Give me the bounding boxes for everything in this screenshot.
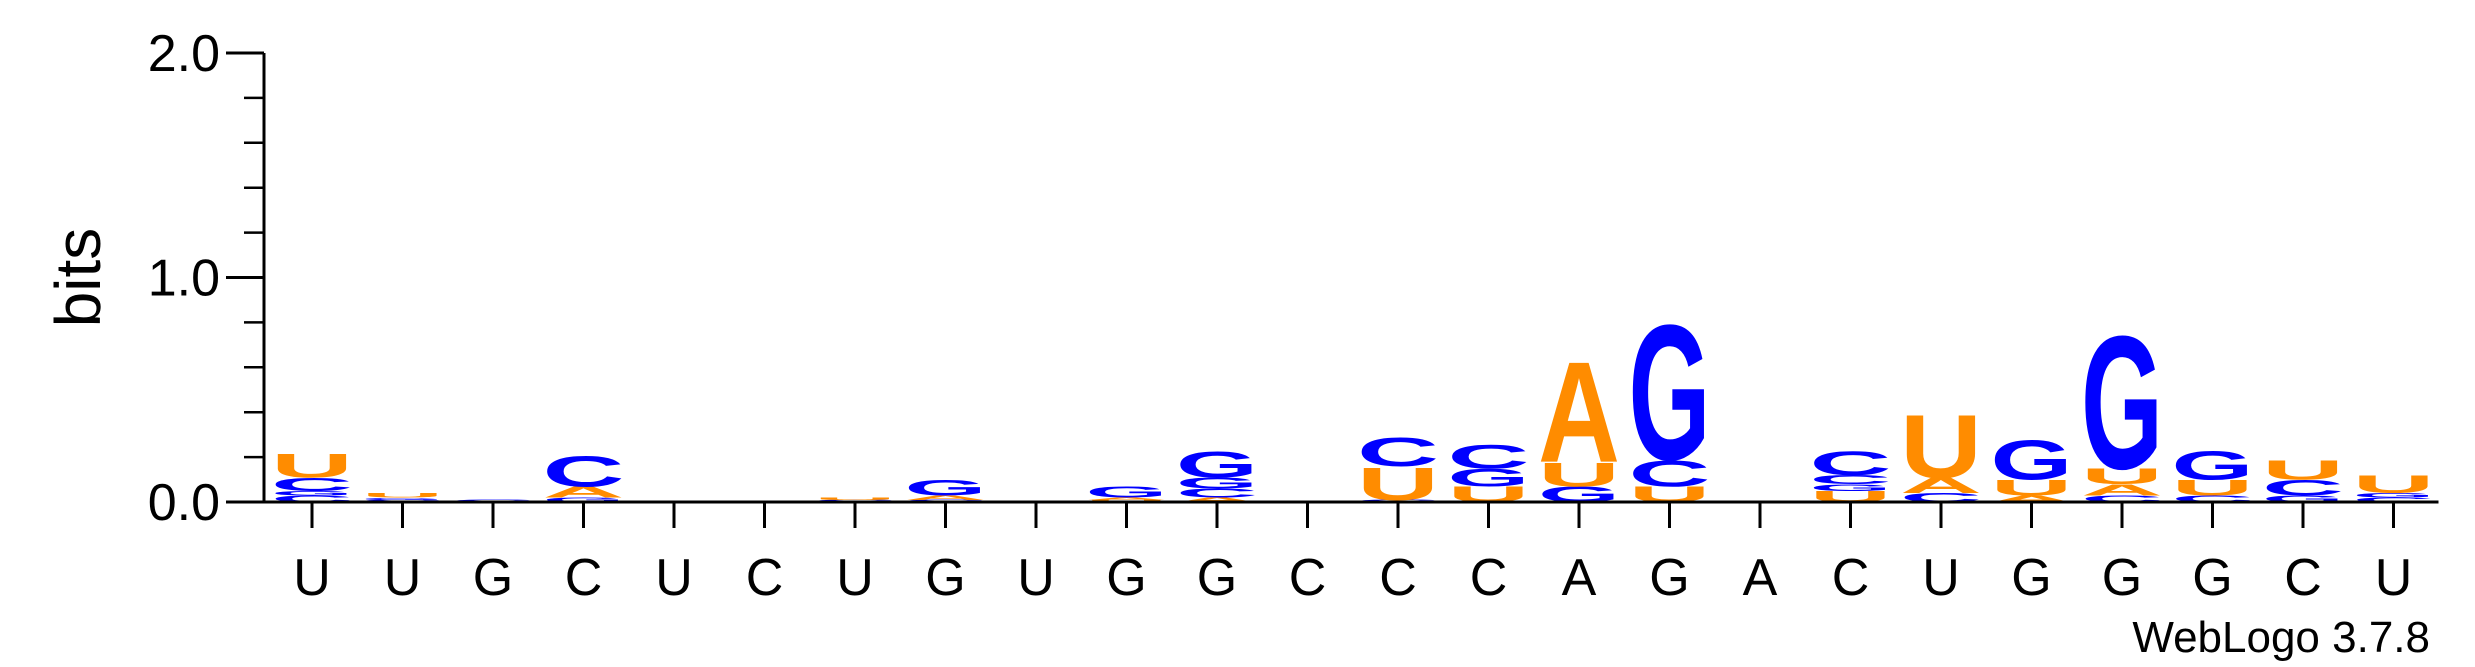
logo-letter-a: A xyxy=(542,484,624,501)
logo-letter-u: U xyxy=(271,446,353,484)
x-tick-label: U xyxy=(1017,549,1055,607)
logo-letter-g: G xyxy=(905,476,987,500)
logo-letter-u: U xyxy=(814,497,896,500)
logo-letter-g: G xyxy=(2353,492,2435,499)
logo-letter-u: U xyxy=(2081,465,2163,489)
x-tick-label: U xyxy=(1922,549,1960,607)
logo-letter-g: G xyxy=(1810,482,1892,493)
x-tick-label: U xyxy=(384,549,422,607)
logo-letter-c: C xyxy=(2081,494,2163,504)
logo-letter-g: G xyxy=(1991,429,2073,491)
logo-letter-u: U xyxy=(2353,471,2435,499)
weblogo-credit: WebLogo 3.7.8 xyxy=(2132,613,2430,662)
logo-letter-g: G xyxy=(2172,443,2254,488)
logo-letter-u: U xyxy=(2171,476,2253,500)
logo-letter-a: A xyxy=(1086,497,1168,500)
logo-letter-c: C xyxy=(1176,486,1258,500)
logo-letter-c: C xyxy=(2172,494,2254,504)
logo-letter-g: G xyxy=(1176,474,1258,491)
logo-letter-c: C xyxy=(1448,437,1530,475)
logo-letter-c: C xyxy=(1629,452,1711,494)
x-tick-label: C xyxy=(1289,549,1327,607)
y-tick-label: 0.0 xyxy=(148,474,220,532)
x-tick-label: U xyxy=(293,549,331,607)
x-tick-label: A xyxy=(1562,549,1597,607)
logo-letter-g: G xyxy=(1448,464,1530,492)
logo-letter-a: A xyxy=(1900,474,1982,498)
x-tick-label: G xyxy=(2102,549,2142,607)
logo-glyphs: CGCUCGUCGACCUCUCAGCUAGACGGCUCUGCGUAUCGUG… xyxy=(271,284,2434,510)
logo-letter-c: C xyxy=(2262,476,2344,500)
logo-letter-u: U xyxy=(362,492,444,499)
x-tick-label: G xyxy=(2011,549,2051,607)
x-tick-label: C xyxy=(2284,549,2322,607)
logo-letter-g: G xyxy=(2081,296,2163,509)
logo-letter-a: A xyxy=(1538,333,1620,493)
logo-letter-g: G xyxy=(1086,483,1168,500)
y-tick-label: 1.0 xyxy=(148,250,220,308)
logo-letter-u: U xyxy=(1900,395,1982,496)
logo-letter-c: C xyxy=(271,474,353,495)
logo-letter-g: G xyxy=(543,496,625,503)
x-tick-label: G xyxy=(1197,549,1237,607)
logo-letter-u: U xyxy=(2262,454,2344,486)
y-axis: 0.0 1.0 2.0 xyxy=(148,25,266,532)
logo-letter-g: G xyxy=(362,497,444,500)
x-tick-label: G xyxy=(473,549,513,607)
x-tick-label: U xyxy=(2375,549,2413,607)
x-tick-label: C xyxy=(1832,549,1870,607)
logo-letter-c: C xyxy=(1810,444,1892,482)
logo-letter-g: G xyxy=(1629,284,1711,500)
x-tick-label: G xyxy=(1649,549,1689,607)
x-tick-label: G xyxy=(2192,549,2232,607)
logo-letter-c: C xyxy=(2353,496,2435,503)
logo-letter-c: C xyxy=(543,447,625,496)
y-axis-label: bits xyxy=(42,228,114,328)
x-tick-label: A xyxy=(1743,549,1778,607)
logo-letter-u: U xyxy=(1990,476,2072,500)
logo-letter-c: C xyxy=(1810,473,1892,487)
logo-letter-a: A xyxy=(2081,481,2163,498)
logo-letter-a: A xyxy=(1176,496,1258,503)
logo-letter-g: G xyxy=(1176,443,1258,485)
y-tick-label: 2.0 xyxy=(148,25,220,83)
logo-letter-c: C xyxy=(271,494,353,504)
x-tick-label: C xyxy=(565,549,603,607)
logo-letter-g: G xyxy=(2262,493,2344,504)
x-tick-label: C xyxy=(746,549,784,607)
logo-letter-c: C xyxy=(1357,430,1439,475)
x-tick-label: U xyxy=(655,549,693,607)
logo-letter-u: U xyxy=(1538,455,1620,493)
x-tick-label: U xyxy=(836,549,874,607)
x-tick-label: G xyxy=(1106,549,1146,607)
logo-letter-a: A xyxy=(905,494,987,501)
x-tick-label: G xyxy=(925,549,965,607)
logo-letter-g: G xyxy=(271,490,353,497)
logo-letter-a: A xyxy=(1991,494,2073,504)
x-tick-label: C xyxy=(1470,549,1508,607)
x-tick-label: C xyxy=(1379,549,1417,607)
